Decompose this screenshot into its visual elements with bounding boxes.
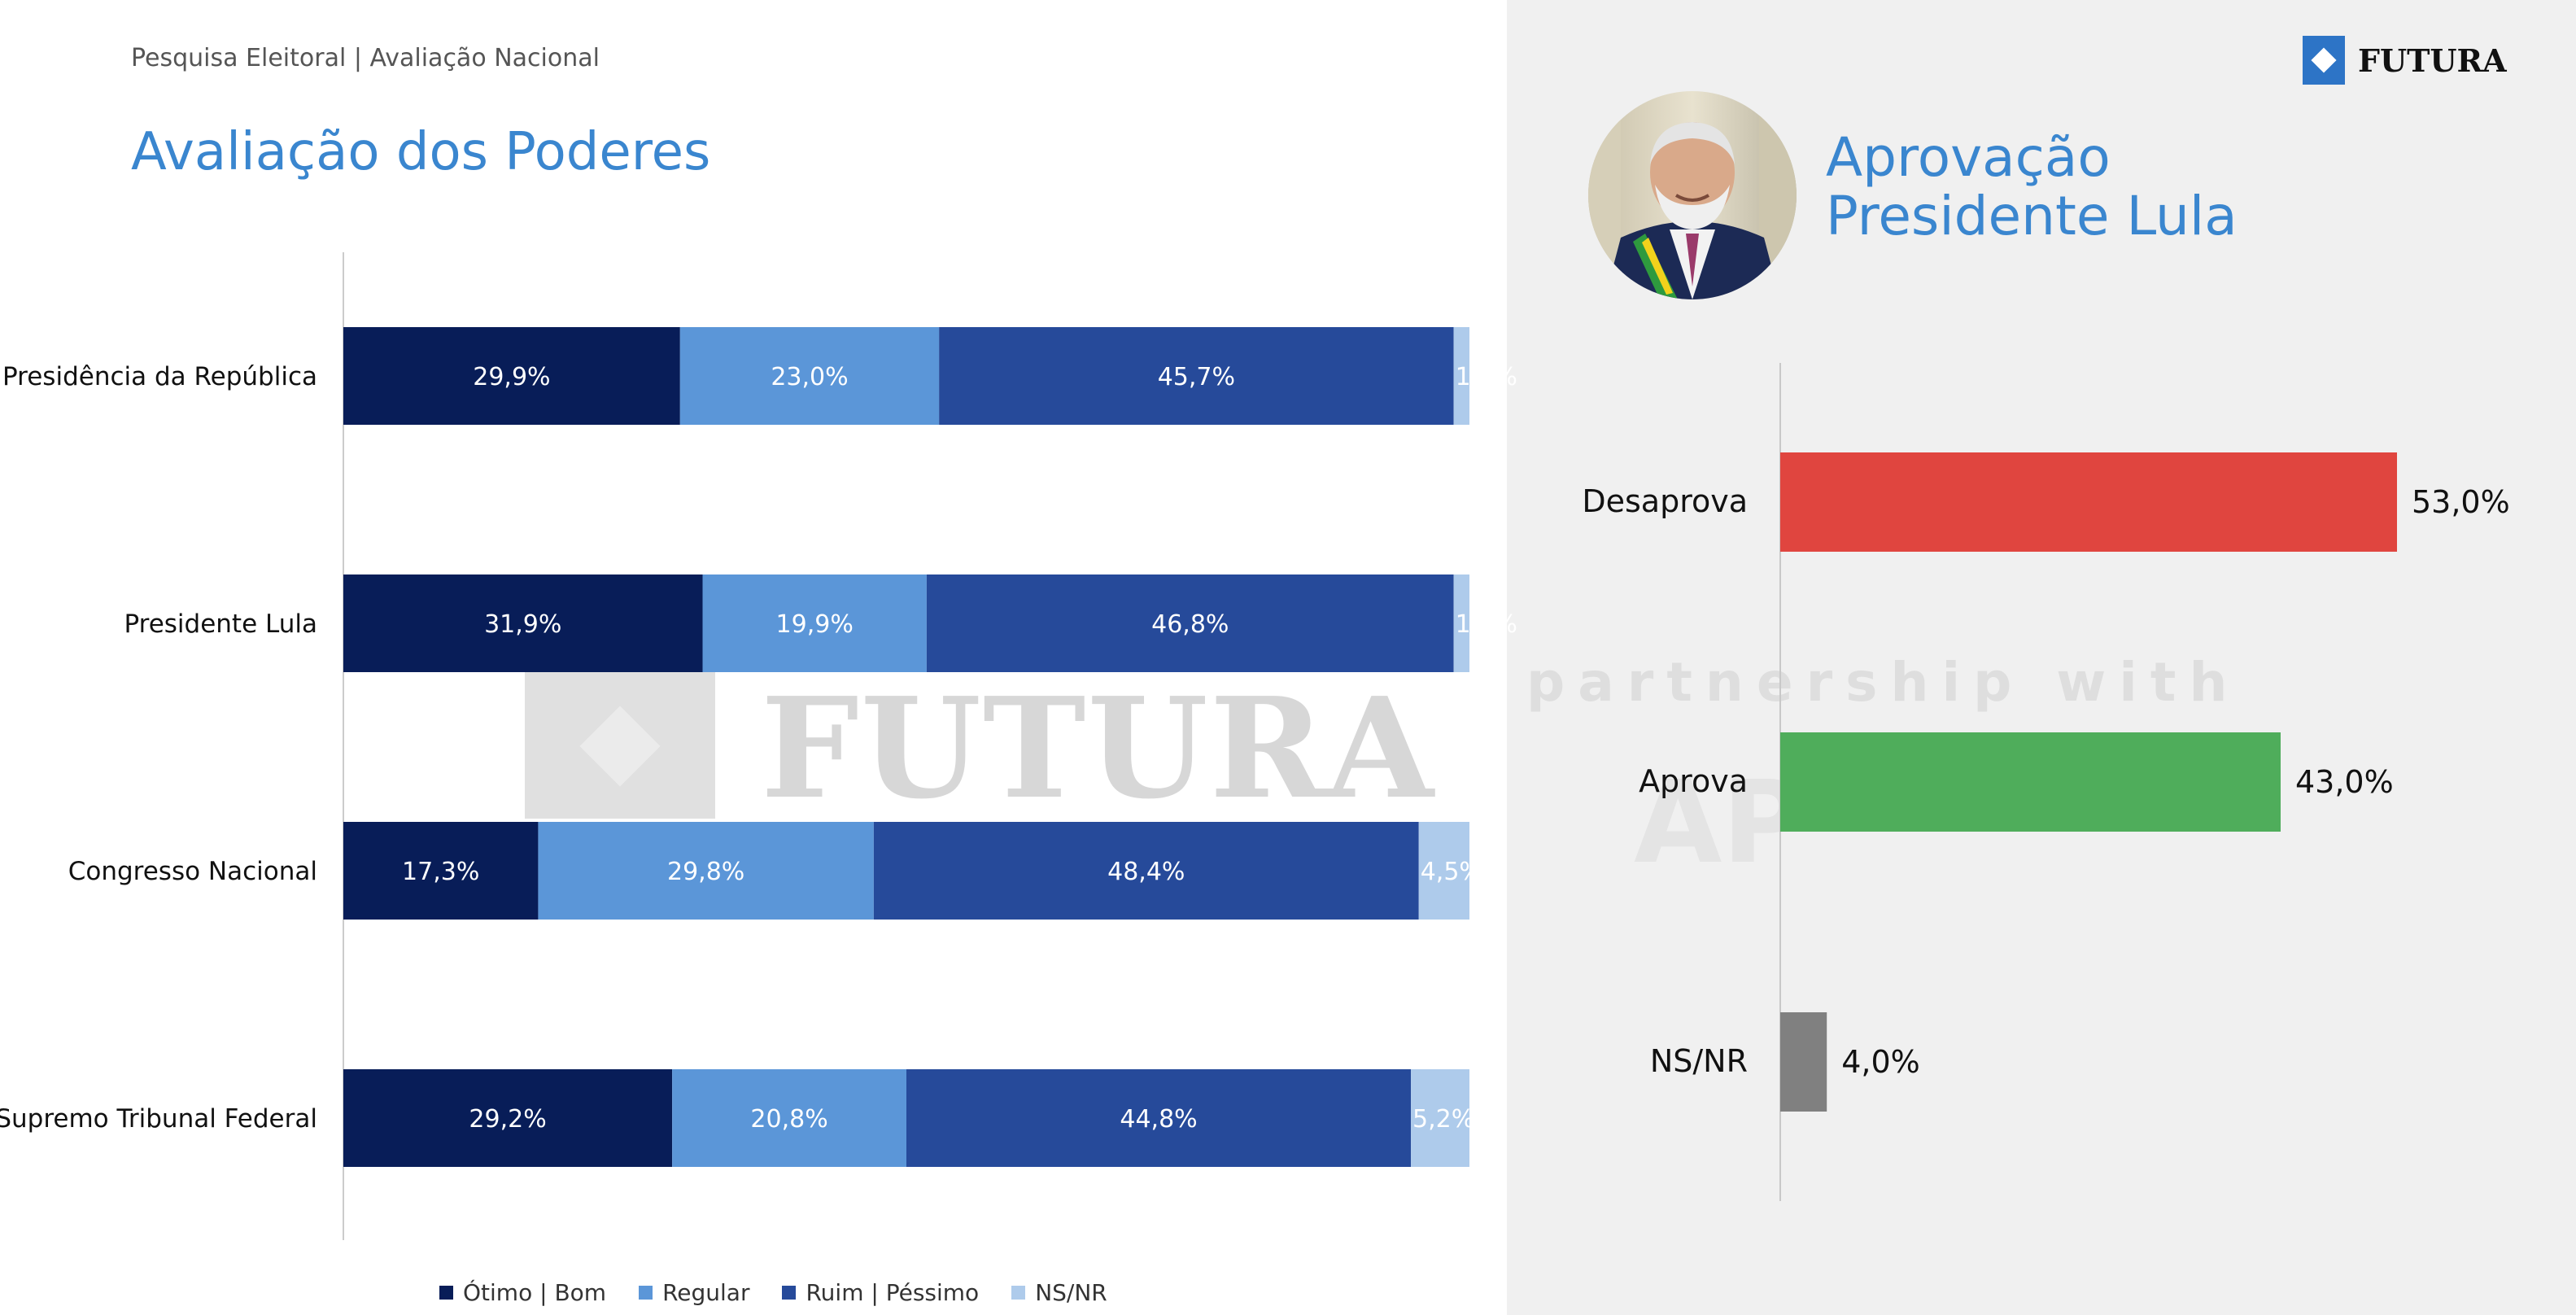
chart1-data-label-otimo-bom: 29,2% (469, 1105, 546, 1134)
chart1-data-label-ns-nr: 5,2% (1412, 1105, 1474, 1134)
partnership-watermark: partnership with (1526, 651, 2241, 714)
chart1-bar-ns-nr (1411, 1069, 1469, 1167)
chart1-bar-otimo-bom (343, 1069, 673, 1167)
chart1-category-label: Supremo Tribunal Federal (0, 1104, 317, 1134)
chart1-data-label-ruim-pessimo: 45,7% (1158, 363, 1235, 391)
legend-item-ns-nr: NS/NR (1011, 1279, 1107, 1306)
ap-watermark: AP (1634, 757, 1805, 889)
survey-subtitle: Pesquisa Eleitoral | Avaliação Nacional (131, 44, 600, 72)
legend-label-otimo-bom: Ótimo | Bom (463, 1279, 607, 1306)
futura-watermark-icon (525, 672, 715, 819)
chart2-bar-ns-nr (1780, 1012, 1827, 1112)
chart1-bar-otimo-bom (343, 822, 539, 920)
chart1-category-label: Congresso Nacional (68, 857, 317, 886)
chart-title-poderes: Avaliação dos Poderes (131, 122, 711, 182)
chart1-data-label-regular: 20,8% (750, 1105, 827, 1134)
chart1-bar-ns-nr (1453, 327, 1469, 425)
chart2-bar-aprova (1780, 732, 2281, 832)
legend-swatch-otimo-bom (439, 1286, 453, 1300)
chart2-data-label-aprova: 43,0% (2295, 764, 2394, 800)
chart1-category-label: Presidente Lula (124, 609, 317, 639)
chart1-data-label-regular: 23,0% (771, 363, 848, 391)
chart1-data-label-regular: 19,9% (776, 610, 854, 639)
chart-title-aprovacao-line2: Presidente Lula (1826, 185, 2238, 247)
futura-logo-text: FUTURA (2358, 42, 2507, 79)
legend-swatch-ruim-pessimo (782, 1286, 797, 1300)
futura-logo-icon (2303, 36, 2345, 85)
chart2-category-label-aprova: Aprova (1639, 763, 1748, 799)
chart2-bar-desaprova (1780, 452, 2397, 552)
legend-label-regular: Regular (662, 1279, 750, 1306)
chart1-data-label-ruim-pessimo: 44,8% (1120, 1105, 1197, 1134)
chart1-bar-ruim-pessimo (939, 327, 1454, 425)
chart2-category-label-ns-nr: NS/NR (1650, 1043, 1748, 1079)
chart1-bar-regular (538, 822, 874, 920)
chart1-bar-ruim-pessimo (873, 822, 1419, 920)
futura-logo: FUTURA (2303, 36, 2507, 85)
chart1-right-mask (1469, 309, 1507, 1123)
legend-item-regular: Regular (639, 1279, 749, 1306)
chart1-bar-regular (702, 574, 927, 672)
futura-watermark: FUTURA (525, 667, 1434, 830)
chart1-data-label-regular: 29,8% (667, 858, 744, 886)
chart1-data-label-ruim-pessimo: 48,4% (1107, 858, 1185, 886)
chart-title-aprovacao: Aprovação Presidente Lula (1826, 129, 2238, 246)
chart1-bar-ns-nr (1418, 822, 1469, 920)
legend-swatch-regular (639, 1286, 653, 1300)
chart1-category-label: Presidência da República (2, 362, 317, 391)
chart1-bar-ns-nr (1453, 574, 1469, 672)
legend-label-ns-nr: NS/NR (1035, 1279, 1107, 1306)
chart1-bar-otimo-bom (343, 574, 703, 672)
chart-title-aprovacao-line1: Aprovação (1826, 126, 2111, 189)
chart1-bar-regular (679, 327, 940, 425)
chart2-category-label-desaprova: Desaprova (1582, 483, 1748, 519)
legend-label-ruim-pessimo: Ruim | Péssimo (806, 1279, 980, 1306)
chart2-data-label-ns-nr: 4,0% (1841, 1044, 1920, 1080)
chart1-bar-ruim-pessimo (926, 574, 1454, 672)
chart2-data-label-desaprova: 53,0% (2412, 484, 2510, 520)
chart1-bar-regular (672, 1069, 906, 1167)
chart1-data-label-otimo-bom: 17,3% (402, 858, 479, 886)
chart1-bar-otimo-bom (343, 327, 680, 425)
chart1-bar-ruim-pessimo (906, 1069, 1412, 1167)
chart1-data-label-otimo-bom: 31,9% (484, 610, 561, 639)
legend-swatch-ns-nr (1011, 1286, 1026, 1300)
president-portrait (1588, 91, 1797, 299)
futura-watermark-text: FUTURA (761, 667, 1435, 830)
legend-item-ruim-pessimo: Ruim | Péssimo (782, 1279, 979, 1306)
legend: Ótimo | Bom Regular Ruim | Péssimo NS/NR (439, 1279, 1107, 1306)
legend-item-otimo-bom: Ótimo | Bom (439, 1279, 606, 1306)
chart1-data-label-otimo-bom: 29,9% (473, 363, 550, 391)
chart1-data-label-ruim-pessimo: 46,8% (1151, 610, 1229, 639)
